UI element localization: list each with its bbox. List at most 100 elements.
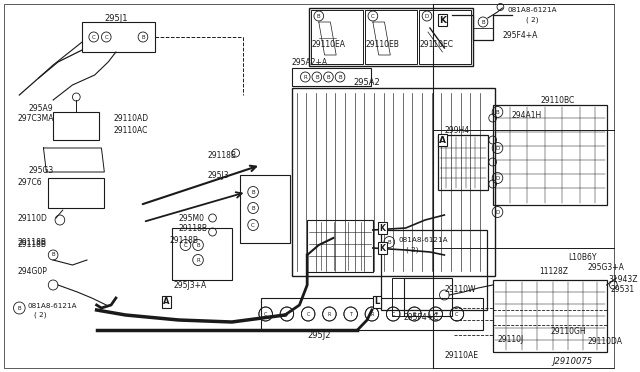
Text: 295A2+A: 295A2+A [292, 58, 328, 67]
Text: 29110J: 29110J [497, 336, 524, 344]
Text: T: T [285, 311, 289, 317]
Text: 29110EA: 29110EA [311, 39, 345, 48]
Text: R: R [328, 311, 331, 317]
Text: D: D [495, 209, 500, 215]
Bar [261, 298, 483, 330]
Text: 295G3: 295G3 [29, 166, 54, 174]
Text: 29118B: 29118B [17, 240, 46, 248]
Bar [292, 88, 495, 276]
Text: 294G0P: 294G0P [17, 267, 47, 276]
Text: C: C [92, 35, 95, 39]
Bar [292, 68, 371, 86]
Text: 295J2: 295J2 [307, 331, 330, 340]
Text: ( 2): ( 2) [406, 247, 418, 253]
Text: 297C6: 297C6 [17, 177, 42, 186]
Text: 295J3+A: 295J3+A [174, 282, 207, 291]
Text: 295G3+A: 295G3+A [588, 263, 624, 273]
Text: 29118B: 29118B [208, 151, 237, 160]
Text: 295J3: 295J3 [208, 170, 229, 180]
Text: L10B6Y: L10B6Y [568, 253, 596, 263]
Text: R: R [196, 257, 200, 263]
Text: 295M0: 295M0 [179, 214, 205, 222]
Bar [239, 175, 290, 243]
Text: C: C [307, 311, 310, 317]
Text: 295F4+C: 295F4+C [404, 314, 439, 323]
Text: B: B [141, 35, 145, 39]
Text: C: C [104, 35, 108, 39]
Bar [82, 22, 155, 52]
Text: 081A8-6121A: 081A8-6121A [27, 303, 77, 309]
Text: B: B [338, 74, 342, 80]
Text: B: B [252, 189, 255, 195]
Text: C: C [264, 311, 268, 317]
Text: B: B [17, 305, 21, 311]
Text: 29110GH: 29110GH [550, 327, 586, 337]
Text: 29110DA: 29110DA [588, 337, 622, 346]
Bar [53, 112, 99, 140]
Text: B: B [387, 240, 391, 244]
Text: K: K [380, 244, 385, 253]
Text: 295A2: 295A2 [353, 77, 380, 87]
Text: B: B [496, 109, 499, 115]
Text: 29531: 29531 [611, 285, 635, 295]
Bar [172, 228, 232, 280]
Text: 295F4+A: 295F4+A [502, 31, 538, 39]
Bar [365, 10, 417, 64]
Text: C: C [184, 243, 188, 247]
Text: T: T [434, 311, 437, 317]
Text: D: D [495, 176, 500, 180]
Text: R: R [303, 74, 307, 80]
Bar [404, 278, 452, 316]
Bar [307, 220, 373, 272]
Text: 299H4: 299H4 [444, 125, 470, 135]
Bar [493, 105, 607, 205]
Text: B: B [317, 13, 321, 19]
Text: 295J1: 295J1 [104, 13, 128, 22]
Text: 29110AE: 29110AE [444, 350, 478, 359]
Text: 29110EB: 29110EB [365, 39, 399, 48]
Text: J2910075: J2910075 [552, 357, 593, 366]
Text: C: C [455, 311, 459, 317]
Text: B: B [51, 253, 55, 257]
Bar [48, 178, 104, 208]
Text: T: T [349, 311, 352, 317]
Text: B: B [252, 205, 255, 211]
Text: 29118B: 29118B [179, 224, 208, 232]
Text: C: C [371, 13, 375, 19]
Text: D: D [495, 145, 500, 151]
Text: A: A [163, 298, 170, 307]
Text: ( 2): ( 2) [34, 312, 46, 318]
Text: 081A8-6121A: 081A8-6121A [399, 237, 449, 243]
Text: C: C [392, 311, 395, 317]
Text: 081A8-6121A: 081A8-6121A [507, 7, 557, 13]
Text: ( 2): ( 2) [527, 17, 539, 23]
Bar [493, 280, 607, 352]
Text: 297C3MA: 297C3MA [17, 113, 54, 122]
Text: 29110D: 29110D [17, 214, 47, 222]
Text: 29110AC: 29110AC [114, 125, 148, 135]
Bar [438, 135, 488, 190]
Text: A: A [439, 135, 446, 144]
Text: B: B [481, 19, 485, 25]
Text: 29110W: 29110W [444, 285, 476, 295]
Text: R: R [413, 311, 416, 317]
Text: L: L [374, 298, 380, 307]
Text: B: B [196, 243, 200, 247]
Text: C: C [252, 222, 255, 228]
Text: B: B [315, 74, 319, 80]
Text: 11128Z: 11128Z [539, 267, 568, 276]
Text: 29110EC: 29110EC [419, 39, 453, 48]
Text: 29118B: 29118B [17, 237, 46, 247]
Text: D: D [425, 13, 429, 19]
Text: K: K [439, 16, 446, 25]
Bar [309, 8, 474, 66]
Text: R: R [370, 311, 374, 317]
Bar [311, 10, 364, 64]
Text: 294A1H: 294A1H [512, 110, 542, 119]
Text: 29110AD: 29110AD [114, 113, 149, 122]
Text: 29110BC: 29110BC [541, 96, 575, 105]
Text: 29118B: 29118B [169, 235, 198, 244]
Text: 295A9: 295A9 [29, 103, 54, 112]
Text: B: B [326, 74, 330, 80]
Text: 31943Z: 31943Z [609, 276, 638, 285]
